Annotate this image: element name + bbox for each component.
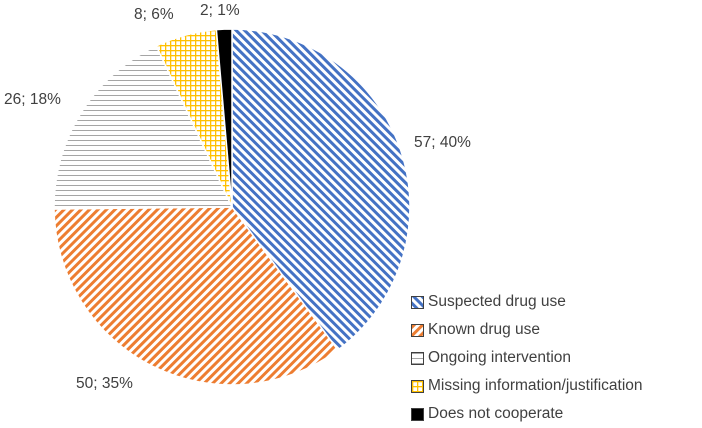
pie-slice-suspected-drug-use xyxy=(231,28,411,352)
pie-slice-ongoing-intervention xyxy=(53,44,234,210)
legend-label: Missing information/justification xyxy=(428,377,643,394)
legend-item-ongoing-intervention: Ongoing intervention xyxy=(411,344,643,372)
slice-label-suspected-drug-use: 57; 40% xyxy=(414,134,471,151)
legend-swatch-missing-information xyxy=(411,379,424,393)
legend-label: Does not cooperate xyxy=(428,405,564,422)
legend-swatch-ongoing-intervention xyxy=(411,351,424,365)
legend-label: Known drug use xyxy=(428,321,541,338)
slice-label-does-not-cooperate: 2; 1% xyxy=(200,2,240,19)
legend-item-does-not-cooperate: Does not cooperate xyxy=(411,400,643,428)
pie-slices xyxy=(53,28,411,386)
slice-label-known-drug-use: 50; 35% xyxy=(76,375,133,392)
legend-swatch-known-drug-use xyxy=(411,323,424,337)
slice-label-ongoing-intervention: 26; 18% xyxy=(4,91,61,108)
slice-label-missing-information: 8; 6% xyxy=(134,6,174,23)
legend-item-known-drug-use: Known drug use xyxy=(411,316,643,344)
pie-slice-does-not-cooperate xyxy=(215,28,233,208)
legend-swatch-does-not-cooperate xyxy=(411,407,424,421)
legend-swatch-suspected-drug-use xyxy=(411,295,424,309)
pie-slice-known-drug-use xyxy=(53,206,339,386)
legend-item-missing-information: Missing information/justification xyxy=(411,372,643,400)
legend: Suspected drug use Known drug use Ongoin… xyxy=(411,288,643,428)
legend-label: Suspected drug use xyxy=(428,293,566,310)
legend-label: Ongoing intervention xyxy=(428,349,572,366)
legend-item-suspected-drug-use: Suspected drug use xyxy=(411,288,643,316)
